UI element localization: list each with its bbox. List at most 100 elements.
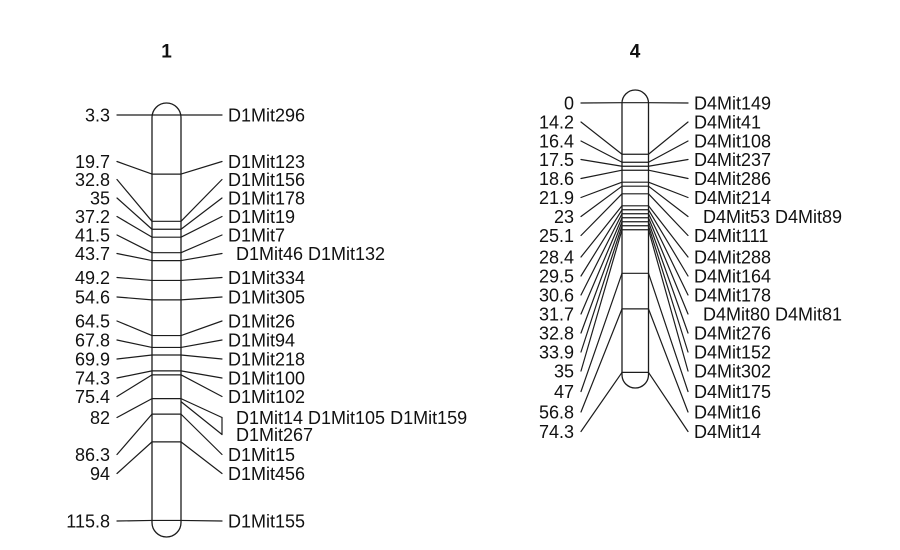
right-connector-line: [647, 140, 689, 163]
marker-label: D4Mit237: [694, 150, 771, 170]
position-label: 115.8: [66, 511, 110, 531]
marker-label: D1Mit100: [228, 368, 305, 388]
position-label: 14.2: [539, 112, 574, 132]
marker-label: D1Mit15: [228, 445, 295, 465]
position-label: 86.3: [75, 445, 110, 465]
left-connector-line: [580, 213, 623, 296]
left-connector-line: [116, 234, 153, 254]
marker-label: D4Mit41: [694, 112, 761, 132]
marker-label: D1Mit26: [228, 311, 295, 331]
left-connector-line: [580, 371, 623, 433]
right-connector-line: [647, 371, 689, 433]
right-connector-line: [647, 272, 689, 393]
left-connector-line: [116, 398, 153, 419]
left-connector-line: [116, 197, 153, 230]
right-connector-line: [647, 185, 689, 218]
position-label: 31.7: [539, 304, 574, 324]
left-connector-line: [116, 339, 153, 349]
chromosome-bar: [151, 102, 182, 538]
position-label: 49.2: [75, 268, 110, 288]
position-label: 82: [90, 408, 110, 428]
marker-label: D1Mit456: [228, 464, 305, 484]
right-connector-line: [647, 181, 689, 199]
marker-label: D4Mit80 D4Mit81: [703, 304, 842, 324]
right-connector-line: [180, 197, 223, 230]
marker-label: D1Mit19: [228, 207, 295, 227]
marker-label: D4Mit152: [694, 342, 771, 362]
right-connector-line: [647, 213, 689, 296]
left-connector-line: [116, 441, 153, 475]
left-connector-line: [580, 169, 623, 180]
marker-label: D1Mit94: [228, 330, 295, 350]
left-connector-line: [116, 215, 153, 238]
marker-label: D1Mit7: [228, 225, 285, 245]
right-connector-line: [647, 308, 689, 413]
marker-label: D1Mit123: [228, 152, 305, 172]
right-connector-line: [180, 215, 223, 238]
right-connector-line: [647, 158, 689, 167]
marker-label: D1Mit267: [236, 425, 313, 445]
position-label: 19.7: [75, 152, 110, 172]
marker-label: D1Mit334: [228, 268, 305, 288]
left-connector-line: [580, 185, 623, 218]
left-connector-line: [580, 193, 623, 237]
right-connector-line: [180, 178, 223, 222]
position-label: 32.8: [539, 323, 574, 343]
position-label: 17.5: [539, 150, 574, 170]
right-connector-line: [647, 217, 689, 315]
marker-label: D1Mit218: [228, 349, 305, 369]
position-label: 30.6: [539, 285, 574, 305]
right-connector-line: [647, 221, 689, 334]
right-connector-line: [647, 193, 689, 237]
left-connector-line: [116, 178, 153, 222]
left-connector-line: [580, 121, 623, 155]
position-label: 23: [554, 207, 574, 227]
right-connector-line: [180, 160, 223, 175]
left-connector-line: [116, 413, 153, 456]
right-connector-line: [180, 339, 223, 349]
marker-label: D4Mit286: [694, 169, 771, 189]
marker-label: D4Mit108: [694, 131, 771, 151]
left-connector-line: [116, 374, 153, 398]
marker-label: D4Mit175: [694, 382, 771, 402]
position-label: 35: [554, 361, 574, 381]
left-connector-line: [116, 296, 153, 301]
marker-label: D1Mit305: [228, 287, 305, 307]
chromosome-title: 4: [630, 42, 641, 63]
position-label: 67.8: [75, 330, 110, 350]
right-connector-line: [180, 252, 223, 262]
position-label: 33.9: [539, 342, 574, 362]
left-connector-line: [116, 276, 153, 282]
marker-label: D4Mit302: [694, 361, 771, 381]
marker-label: D4Mit178: [694, 285, 771, 305]
position-label: 18.6: [539, 169, 574, 189]
right-connector-line: [647, 121, 689, 155]
position-label: 16.4: [539, 131, 574, 151]
left-connector-line: [580, 221, 623, 334]
right-connector-line: [180, 320, 223, 337]
bracket-bottom-line: [180, 401, 223, 436]
position-label: 74.3: [75, 368, 110, 388]
position-label: 47: [554, 382, 574, 402]
marker-label: D4Mit14: [694, 422, 761, 442]
marker-label: D4Mit164: [694, 266, 771, 286]
position-label: 25.1: [539, 226, 574, 246]
chromosome-1-group: 1 3.3 D1Mit296 19.7 D1Mit123 32.8 D1Mit156 35 D1…: [66, 42, 467, 538]
left-connector-line: [580, 158, 623, 167]
marker-label: D1Mit14 D1Mit105 D1Mit159: [236, 408, 467, 428]
left-connector-line: [116, 354, 153, 360]
right-connector-line: [180, 413, 223, 456]
position-label: 37.2: [75, 207, 110, 227]
position-label: 21.9: [539, 188, 574, 208]
bracket-top-line: [180, 398, 223, 419]
position-label: 54.6: [75, 287, 110, 307]
left-connector-line: [580, 205, 623, 258]
right-connector-line: [180, 374, 223, 398]
right-connector-line: [180, 276, 223, 282]
left-connector-line: [580, 272, 623, 393]
right-connector-line: [647, 225, 689, 353]
marker-label: D1Mit156: [228, 170, 305, 190]
marker-label: D1Mit46 D1Mit132: [236, 244, 385, 264]
